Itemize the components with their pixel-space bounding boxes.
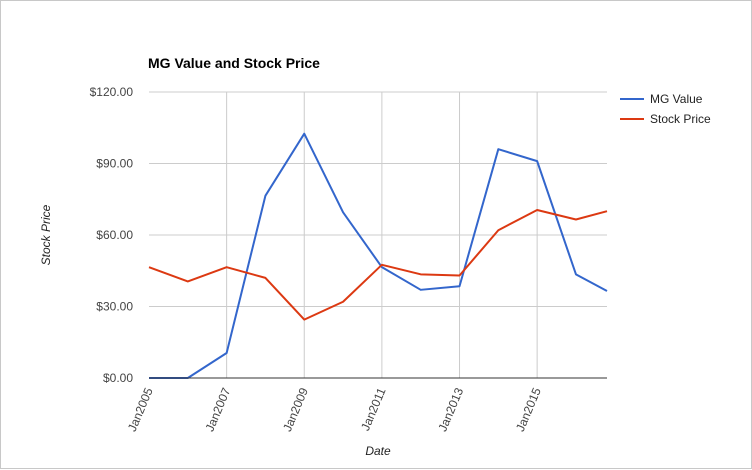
legend-label: Stock Price xyxy=(650,112,711,126)
series-line-mg-value xyxy=(149,132,608,379)
x-tick-label: Jan2009 xyxy=(280,385,311,433)
x-tick-label: Jan2015 xyxy=(513,385,544,433)
y-tick-label: $30.00 xyxy=(96,300,133,314)
x-tick-label: Jan2011 xyxy=(358,385,389,432)
legend: MG Value Stock Price xyxy=(620,92,711,126)
y-tick-label: $120.00 xyxy=(90,85,134,99)
chart-title: MG Value and Stock Price xyxy=(148,55,320,71)
x-axis-title: Date xyxy=(365,444,391,458)
series-group xyxy=(148,132,608,379)
y-tick-label: $90.00 xyxy=(96,157,133,171)
x-tick-label: Jan2005 xyxy=(125,385,156,433)
y-tick-label: $0.00 xyxy=(103,371,133,385)
grid-lines xyxy=(149,91,607,378)
y-axis-ticks: $0.00 $30.00 $60.00 $90.00 $120.00 xyxy=(90,85,134,385)
x-tick-label: Jan2007 xyxy=(203,385,234,433)
x-tick-label: Jan2013 xyxy=(435,385,466,433)
legend-label: MG Value xyxy=(650,92,703,106)
series-line-stock-price xyxy=(148,208,608,321)
x-axis-ticks: Jan2005 Jan2007 Jan2009 Jan2011 Jan2013 Jan20… xyxy=(125,385,544,433)
y-tick-label: $60.00 xyxy=(96,228,133,242)
y-axis-title: Stock Price xyxy=(39,204,53,265)
